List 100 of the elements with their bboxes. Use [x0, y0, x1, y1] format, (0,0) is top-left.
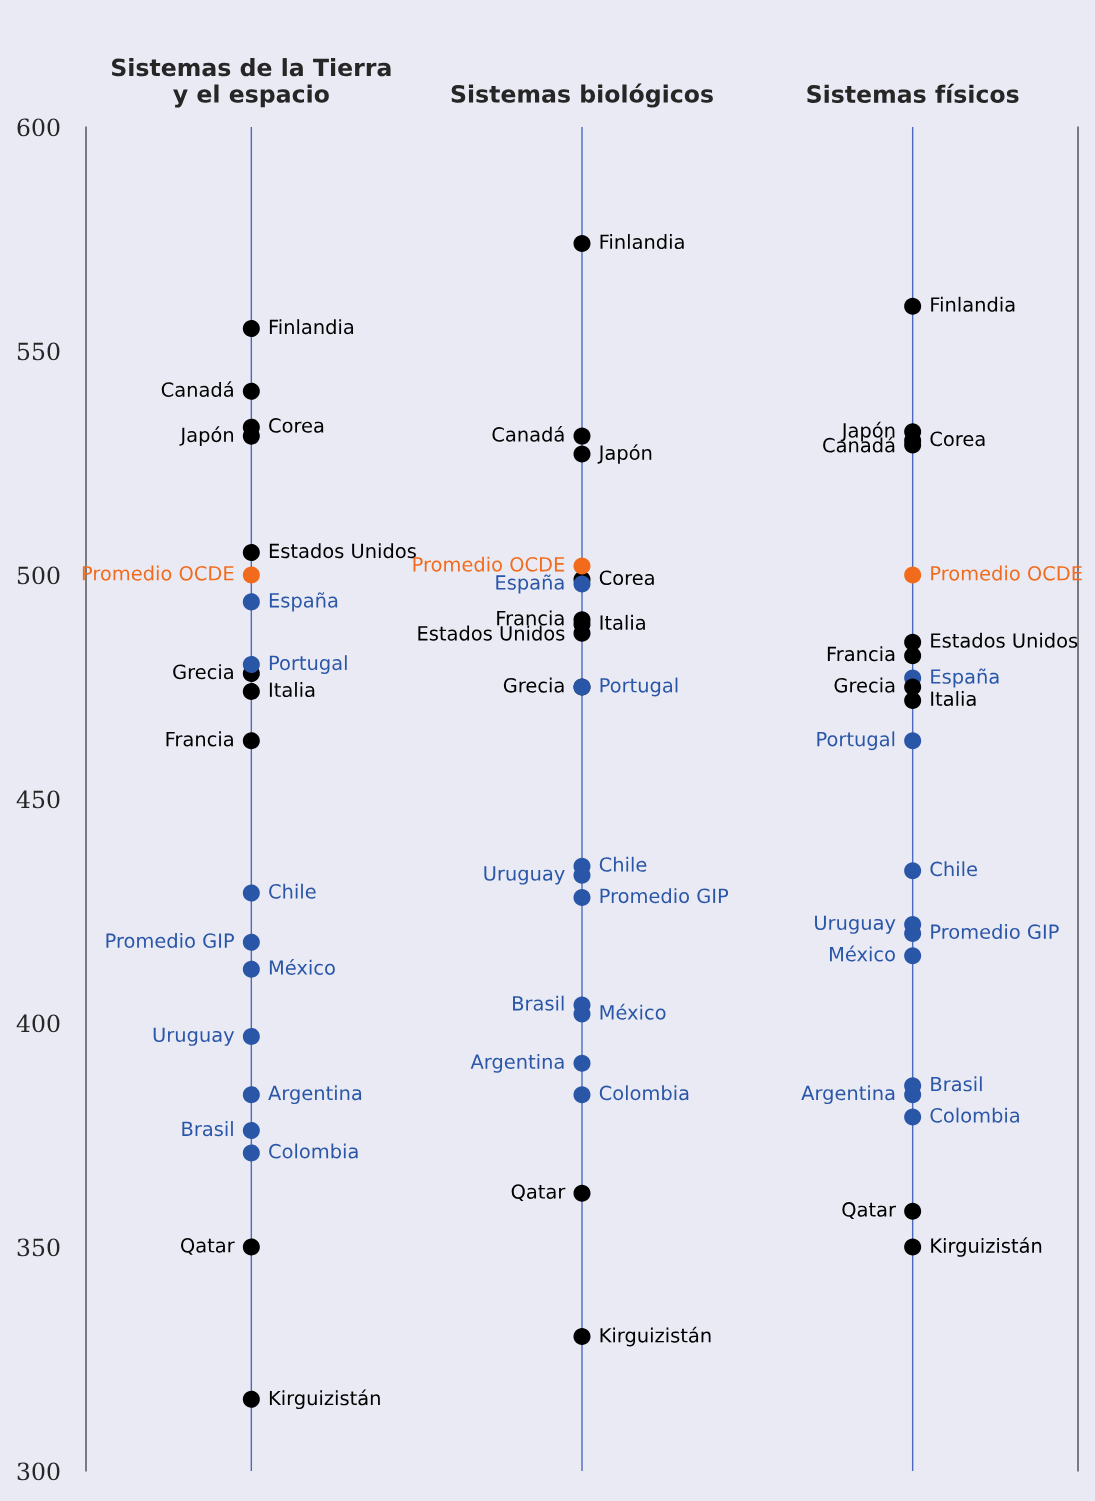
point	[242, 960, 260, 978]
y-tick-label: 450	[16, 790, 60, 809]
point	[904, 947, 922, 965]
point	[573, 234, 591, 252]
text: Argentina	[470, 1053, 564, 1073]
point	[242, 884, 260, 902]
series-label: Grecia	[503, 677, 564, 693]
text: Qatar	[842, 1202, 896, 1220]
series-label: Chile	[269, 883, 316, 899]
point	[573, 1086, 591, 1104]
point	[904, 732, 922, 750]
text: Brasil	[931, 1076, 982, 1092]
text: Canadá	[161, 381, 233, 397]
y-tick-label: 400	[16, 1014, 60, 1033]
y-tick-label: 300	[17, 1462, 60, 1481]
text: Kirguizistán	[931, 1237, 1042, 1257]
text: Qatar	[181, 1237, 235, 1255]
text: Japón	[179, 426, 234, 446]
y-tick-label: 500	[17, 566, 60, 585]
point	[242, 1122, 260, 1140]
point	[573, 1184, 591, 1202]
text: Italia	[269, 682, 315, 698]
text: Uruguay	[815, 915, 896, 934]
point	[242, 933, 260, 951]
point	[904, 691, 922, 709]
series-label: Japón	[597, 444, 652, 464]
series-label: España	[496, 574, 564, 594]
text: Promedio GIP	[931, 923, 1059, 940]
text: Brasil	[182, 1121, 233, 1137]
point	[573, 1328, 591, 1346]
point	[242, 732, 260, 750]
point	[242, 682, 260, 700]
text: Italia	[931, 691, 976, 707]
point	[904, 1238, 922, 1256]
series-label: Brasil	[513, 995, 564, 1011]
point	[242, 1144, 260, 1162]
text: Grecia	[173, 664, 233, 680]
text: Corea	[599, 570, 654, 586]
point	[242, 544, 260, 562]
text: Finlandia	[931, 296, 1015, 312]
x-tick-label: Sistemas biológicos	[451, 83, 713, 108]
text: Portugal	[269, 655, 347, 675]
series-label: Corea	[269, 418, 324, 433]
text: México	[600, 1003, 666, 1020]
series-label: Qatar	[511, 1184, 566, 1202]
point	[573, 445, 591, 463]
text: Chile	[599, 856, 647, 872]
point	[904, 862, 922, 880]
series-label: Promedio OCDE	[82, 565, 234, 581]
point	[573, 889, 591, 907]
text: México	[269, 959, 335, 975]
text: Colombia	[269, 1143, 358, 1159]
text: Uruguay	[484, 866, 565, 885]
series-label: México	[830, 945, 895, 962]
series-label: Kirguizistán	[600, 1326, 711, 1347]
text: Promedio OCDE	[931, 565, 1082, 581]
point	[242, 1027, 260, 1045]
text: España	[931, 668, 999, 688]
point	[242, 1238, 260, 1256]
series-label: Estados Unidos	[418, 625, 565, 641]
point	[242, 593, 260, 611]
text: Colombia	[599, 1085, 689, 1101]
point	[573, 575, 591, 593]
text: Grecia	[834, 677, 895, 693]
point	[242, 566, 260, 584]
text: Francia	[166, 731, 233, 747]
series-label: Finlandia	[600, 234, 684, 250]
text: Estados Unidos	[931, 632, 1078, 648]
point	[573, 1054, 591, 1072]
series-label: Uruguay	[153, 1027, 235, 1046]
point	[242, 382, 260, 400]
point	[242, 656, 260, 674]
text: Argentina	[801, 1085, 895, 1105]
point	[904, 1108, 922, 1126]
point	[904, 647, 922, 665]
point	[573, 557, 591, 575]
point	[242, 1086, 260, 1104]
series-label: Promedio GIP	[106, 932, 234, 948]
text: Francia	[497, 610, 564, 626]
x-tick-label: Sistemas de la Tierra y el espacio	[111, 58, 391, 108]
series-label: Italia	[600, 614, 645, 630]
text: Portugal	[600, 677, 678, 697]
text: Finlandia	[269, 319, 354, 335]
text: Kirguizistán	[269, 1389, 380, 1410]
point	[573, 427, 591, 445]
x-tick-label: Sistemas físicos	[807, 83, 1019, 103]
point	[904, 1202, 922, 1220]
y-tick-label: 350	[17, 1238, 60, 1257]
y-tick-label: 550	[17, 342, 60, 361]
text: España	[269, 592, 338, 612]
text: Promedio GIP	[600, 888, 729, 904]
series-label: Argentina	[268, 1085, 362, 1105]
series-label: Portugal	[817, 731, 895, 751]
point	[904, 297, 922, 315]
point	[904, 566, 922, 584]
text: Corea	[930, 431, 985, 447]
point	[242, 320, 260, 338]
text: Canadá	[492, 425, 564, 442]
point	[242, 1390, 260, 1408]
series-label: Francia	[827, 646, 895, 662]
